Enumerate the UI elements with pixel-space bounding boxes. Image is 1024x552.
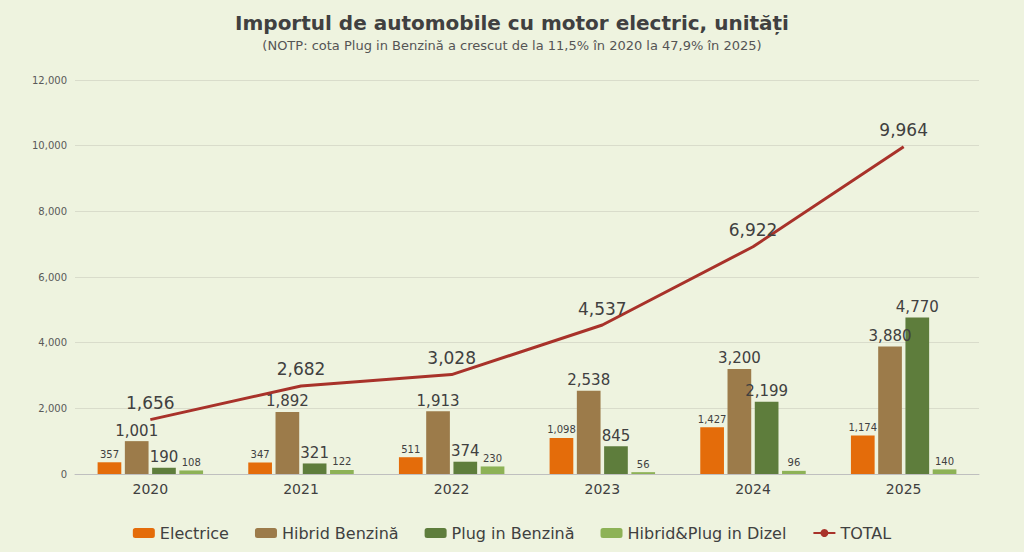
svg-text:321: 321 xyxy=(300,444,329,462)
svg-text:1,098: 1,098 xyxy=(547,424,576,435)
svg-text:2,682: 2,682 xyxy=(277,359,326,379)
svg-text:1,656: 1,656 xyxy=(126,393,175,413)
svg-text:2025: 2025 xyxy=(886,481,922,497)
svg-text:4,537: 4,537 xyxy=(578,299,627,319)
svg-text:8,000: 8,000 xyxy=(38,206,67,217)
svg-text:6,000: 6,000 xyxy=(38,272,67,283)
svg-text:56: 56 xyxy=(637,459,650,470)
svg-text:Plug in Benzină: Plug in Benzină xyxy=(452,524,575,543)
svg-text:2021: 2021 xyxy=(283,481,319,497)
svg-text:357: 357 xyxy=(100,449,119,460)
svg-text:TOTAL: TOTAL xyxy=(839,524,891,543)
svg-text:12,000: 12,000 xyxy=(32,75,67,86)
svg-text:2024: 2024 xyxy=(735,481,771,497)
svg-text:2,538: 2,538 xyxy=(567,371,610,389)
svg-text:10,000: 10,000 xyxy=(32,140,67,151)
svg-text:2023: 2023 xyxy=(585,481,621,497)
svg-text:374: 374 xyxy=(451,442,480,460)
svg-text:2022: 2022 xyxy=(434,481,470,497)
svg-text:1,001: 1,001 xyxy=(115,422,158,440)
svg-text:(NOTP: cota Plug in Benzină a: (NOTP: cota Plug in Benzină a crescut de… xyxy=(262,38,761,53)
svg-text:511: 511 xyxy=(401,444,420,455)
svg-text:Hibrid Benzină: Hibrid Benzină xyxy=(282,524,399,543)
svg-text:190: 190 xyxy=(150,448,179,466)
svg-text:Importul de automobile cu moto: Importul de automobile cu motor electric… xyxy=(235,11,789,35)
svg-text:Hibrid&Plug in Dizel: Hibrid&Plug in Dizel xyxy=(628,524,787,543)
svg-text:2,199: 2,199 xyxy=(745,382,788,400)
svg-text:3,200: 3,200 xyxy=(718,349,761,367)
svg-text:96: 96 xyxy=(788,457,801,468)
svg-text:140: 140 xyxy=(935,456,954,467)
svg-text:845: 845 xyxy=(602,427,631,445)
svg-text:230: 230 xyxy=(483,453,502,464)
svg-text:4,770: 4,770 xyxy=(896,298,939,316)
svg-text:1,427: 1,427 xyxy=(698,414,727,425)
svg-text:0: 0 xyxy=(61,469,67,480)
svg-text:Electrice: Electrice xyxy=(160,524,229,543)
svg-text:1,892: 1,892 xyxy=(266,392,309,410)
svg-text:347: 347 xyxy=(251,449,270,460)
svg-text:1,913: 1,913 xyxy=(417,392,460,410)
svg-text:2020: 2020 xyxy=(133,481,169,497)
svg-text:6,922: 6,922 xyxy=(729,220,778,240)
svg-text:2,000: 2,000 xyxy=(38,403,67,414)
svg-text:3,880: 3,880 xyxy=(869,327,912,345)
svg-text:1,174: 1,174 xyxy=(848,422,877,433)
svg-text:9,964: 9,964 xyxy=(879,120,928,140)
svg-text:3,028: 3,028 xyxy=(427,348,476,368)
svg-text:4,000: 4,000 xyxy=(38,337,67,348)
svg-text:108: 108 xyxy=(182,457,201,468)
svg-text:122: 122 xyxy=(332,456,351,467)
